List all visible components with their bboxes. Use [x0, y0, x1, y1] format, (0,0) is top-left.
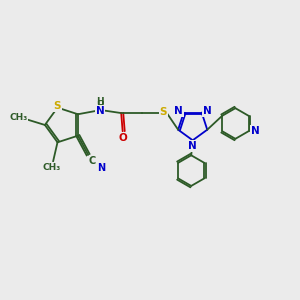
Text: N: N [98, 163, 106, 173]
Text: O: O [118, 133, 127, 143]
Text: C: C [88, 156, 95, 166]
Text: N: N [174, 106, 183, 116]
Text: N: N [202, 106, 211, 116]
Text: H: H [96, 97, 104, 106]
Text: CH₃: CH₃ [9, 113, 28, 122]
Text: H: H [96, 101, 104, 110]
Text: N: N [251, 126, 260, 136]
Text: N: N [188, 141, 197, 151]
Text: N: N [96, 106, 104, 116]
Text: S: S [54, 101, 61, 111]
Text: S: S [160, 106, 167, 117]
Text: CH₃: CH₃ [43, 163, 61, 172]
